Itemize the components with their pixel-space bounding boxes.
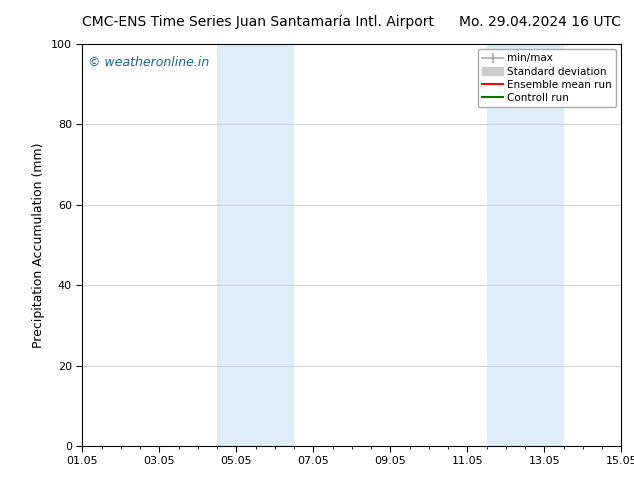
Bar [487,44,564,446]
Y-axis label: Precipitation Accumulation (mm): Precipitation Accumulation (mm) [32,142,46,348]
Text: © weatheronline.in: © weatheronline.in [87,56,209,69]
Bar [217,44,294,446]
Text: CMC-ENS Time Series Juan Santamaría Intl. Airport: CMC-ENS Time Series Juan Santamaría Intl… [82,15,434,29]
Text: Mo. 29.04.2024 16 UTC: Mo. 29.04.2024 16 UTC [459,15,621,29]
Legend: min/max, Standard deviation, Ensemble mean run, Controll run: min/max, Standard deviation, Ensemble me… [478,49,616,107]
